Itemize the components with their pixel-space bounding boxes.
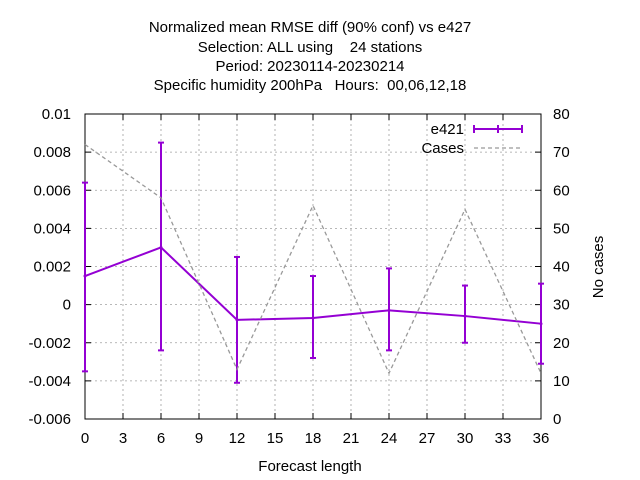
title-line-3: Period: 20230114-20230214 <box>215 58 404 75</box>
errorbar-e421 <box>462 284 468 344</box>
data-point <box>463 314 467 318</box>
y2-axis: 0 10 20 30 40 50 60 70 80 <box>535 106 570 428</box>
y2-axis-label: No cases <box>590 236 607 299</box>
x-tick-label: 33 <box>495 430 512 447</box>
x-tick-label: 18 <box>305 430 322 447</box>
title-line-4: Specific humidity 200hPa Hours: 00,06,12… <box>154 77 467 94</box>
errorbar-e421 <box>310 275 316 359</box>
x-tick-label: 9 <box>195 430 203 447</box>
x-tick-label: 30 <box>457 430 474 447</box>
y-tick-label: -0.004 <box>28 373 71 390</box>
data-point <box>83 274 87 278</box>
errorbar-e421 <box>386 267 392 352</box>
x-tick-label: 6 <box>157 430 165 447</box>
data-point <box>387 308 391 312</box>
errorbar-e421 <box>158 141 164 352</box>
x-tick-label: 15 <box>267 430 284 447</box>
y-tick-label: 0.004 <box>33 220 71 237</box>
errorbar-e421 <box>538 282 544 365</box>
series-line-cases <box>84 143 542 375</box>
errorbar-e421 <box>82 181 88 373</box>
y-tick-label: 0.006 <box>33 182 71 199</box>
x-tick-label: 27 <box>419 430 436 447</box>
data-point <box>311 316 315 320</box>
x-tick-label: 0 <box>81 430 89 447</box>
y2-tick-label: 0 <box>553 411 561 428</box>
series-layer <box>82 141 544 384</box>
title-line-1: Normalized mean RMSE diff (90% conf) vs … <box>149 19 471 36</box>
legend: e421 Cases <box>421 121 523 157</box>
y2-tick-label: 30 <box>553 297 570 314</box>
y2-tick-label: 50 <box>553 220 570 237</box>
x-tick-label: 12 <box>229 430 246 447</box>
y-tick-label: -0.006 <box>28 411 71 428</box>
x-tick-label: 36 <box>533 430 550 447</box>
y-tick-label: 0.002 <box>33 259 71 276</box>
x-axis-label: Forecast length <box>258 458 361 475</box>
y-tick-label: 0 <box>63 297 71 314</box>
y2-tick-label: 40 <box>553 259 570 276</box>
y2-tick-label: 20 <box>553 335 570 352</box>
y2-tick-label: 60 <box>553 182 570 199</box>
x-tick-label: 24 <box>381 430 398 447</box>
y2-tick-label: 10 <box>553 373 570 390</box>
grid <box>85 114 541 419</box>
y-tick-label: -0.002 <box>28 335 71 352</box>
y-tick-label: 0.01 <box>42 106 71 123</box>
y2-tick-label: 80 <box>553 106 570 123</box>
legend-label-cases: Cases <box>421 140 464 157</box>
data-point <box>159 245 163 249</box>
legend-label-e421: e421 <box>431 121 464 138</box>
x-tick-label: 21 <box>343 430 360 447</box>
y2-tick-label: 70 <box>553 144 570 161</box>
title-line-2: Selection: ALL using 24 stations <box>198 39 423 56</box>
errorbar-e421 <box>234 255 240 384</box>
y-tick-label: 0.008 <box>33 144 71 161</box>
data-point <box>235 318 239 322</box>
x-tick-label: 3 <box>119 430 127 447</box>
data-point <box>539 322 543 326</box>
y-axis: -0.006 -0.004 -0.002 0 0.002 0.004 0.006 0.008 0… <box>28 106 91 428</box>
x-axis: 0 3 6 9 12 15 18 21 24 27 30 33 36 <box>81 114 550 447</box>
chart-title: Normalized mean RMSE diff (90% conf) vs … <box>149 19 471 94</box>
